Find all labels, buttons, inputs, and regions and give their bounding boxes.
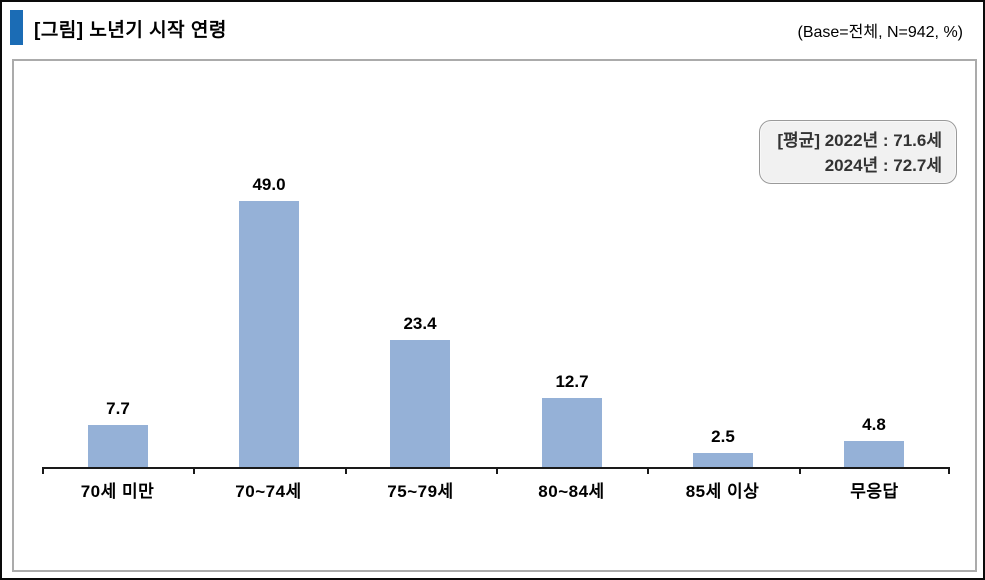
- category-label: 80~84세: [538, 482, 605, 501]
- chart-panel: [평균] 2022년 : 71.6세 2024년 : 72.7세 7.7 70세 …: [12, 59, 977, 572]
- bar-value-label: 4.8: [862, 415, 886, 434]
- average-annotation-box: [평균] 2022년 : 71.6세 2024년 : 72.7세: [759, 120, 957, 184]
- bar: [542, 398, 602, 467]
- average-line-2024: 2024년 : 72.7세: [824, 156, 942, 175]
- bar-value-label: 2.5: [711, 427, 735, 446]
- average-line-2022: [평균] 2022년 : 71.6세: [777, 131, 942, 150]
- title-marker-bar: [10, 10, 23, 45]
- category-label: 70~74세: [235, 482, 302, 501]
- x-axis-tick: [42, 467, 44, 474]
- figure-header: [그림] 노년기 시작 연령 (Base=전체, N=942, %): [2, 2, 983, 58]
- category-label: 85세 이상: [685, 482, 760, 501]
- x-axis-tick: [948, 467, 950, 474]
- x-axis-tick: [193, 467, 195, 474]
- x-axis-tick: [496, 467, 498, 474]
- category-label: 75~79세: [387, 482, 454, 501]
- bar-value-label: 7.7: [106, 399, 130, 418]
- x-axis-tick: [647, 467, 649, 474]
- x-axis-tick: [799, 467, 801, 474]
- bar: [88, 425, 148, 467]
- figure-title: [그림] 노년기 시작 연령: [34, 20, 227, 41]
- bar-value-label: 23.4: [403, 314, 437, 333]
- bar-chart-plot: 7.7 70세 미만 49.0 70~74세 23.4 75~79세 12.7 80~84세 2…: [42, 61, 950, 561]
- category-label: 70세 미만: [80, 482, 155, 501]
- bar: [390, 340, 450, 467]
- bar-value-label: 49.0: [252, 175, 286, 194]
- bar: [844, 441, 904, 467]
- bar-value-label: 12.7: [555, 372, 589, 391]
- bar: [693, 453, 753, 467]
- bar: [239, 201, 299, 467]
- x-axis-tick: [345, 467, 347, 474]
- category-label: 무응답: [850, 482, 899, 501]
- base-info-text: (Base=전체, N=942, %): [797, 24, 963, 41]
